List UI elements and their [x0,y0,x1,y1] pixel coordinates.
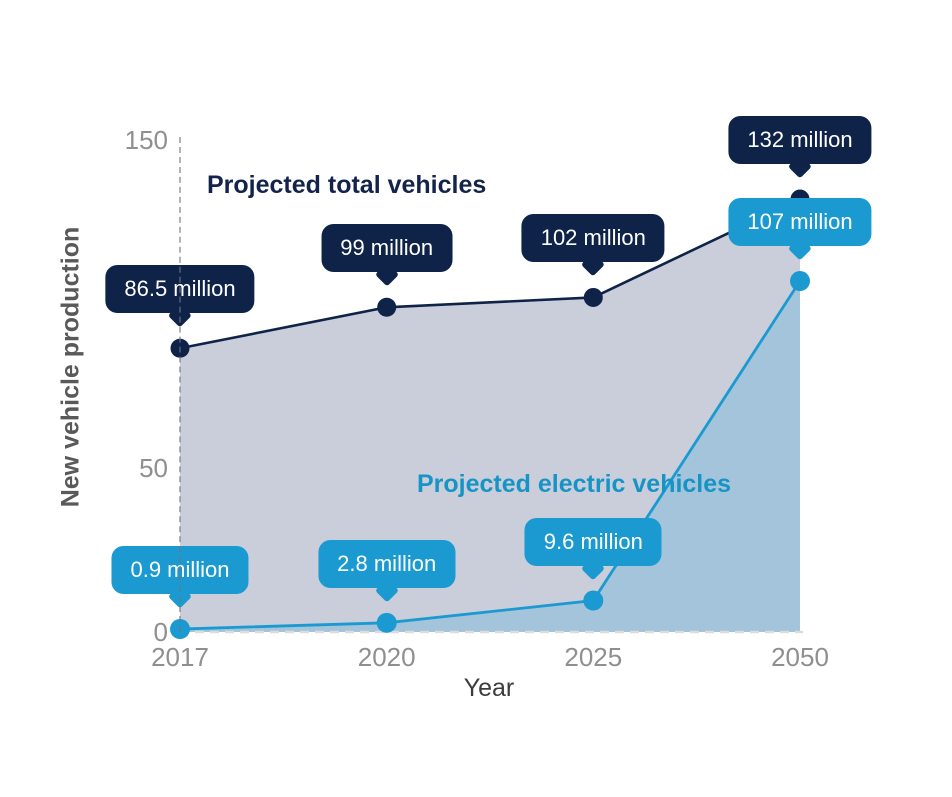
x-tick-2050: 2050 [771,642,829,672]
series-label-electric-vehicles: Projected electric vehicles [417,470,732,498]
callout-ev-2050: 107 million [728,198,872,247]
callout-ev-2020: 2.8 million [318,539,456,588]
y-tick-0: 0 [153,617,168,647]
ev-point-2017 [170,619,190,640]
total-point-2025 [583,287,603,307]
total-line [179,197,801,350]
callout-ev-2017: 0.9 million [111,546,249,595]
ev-point-2050 [790,271,810,292]
y-tick-50: 50 [139,453,168,483]
x-tick-2020: 2020 [357,642,416,672]
x-axis-title: Year [463,674,515,702]
y-axis-title: New vehicle production [56,226,85,508]
x-tick-2025: 2025 [564,642,623,672]
series-label-total-vehicles: Projected total vehicles [207,171,487,199]
ev-line [179,280,802,631]
callout-ev-2025: 9.6 million [524,517,662,566]
total-point-2020 [377,297,397,317]
callout-total-2017: 86.5 million [105,265,255,314]
callout-total-2020: 99 million [321,224,453,273]
ev-point-2025 [583,590,604,611]
ev-point-2020 [376,612,397,633]
total-point-2017 [170,338,190,358]
callout-total-2050: 132 million [728,116,872,165]
y-tick-150: 150 [124,125,168,155]
callout-total-2025: 102 million [521,214,665,263]
x-tick-2017: 2017 [151,642,209,672]
